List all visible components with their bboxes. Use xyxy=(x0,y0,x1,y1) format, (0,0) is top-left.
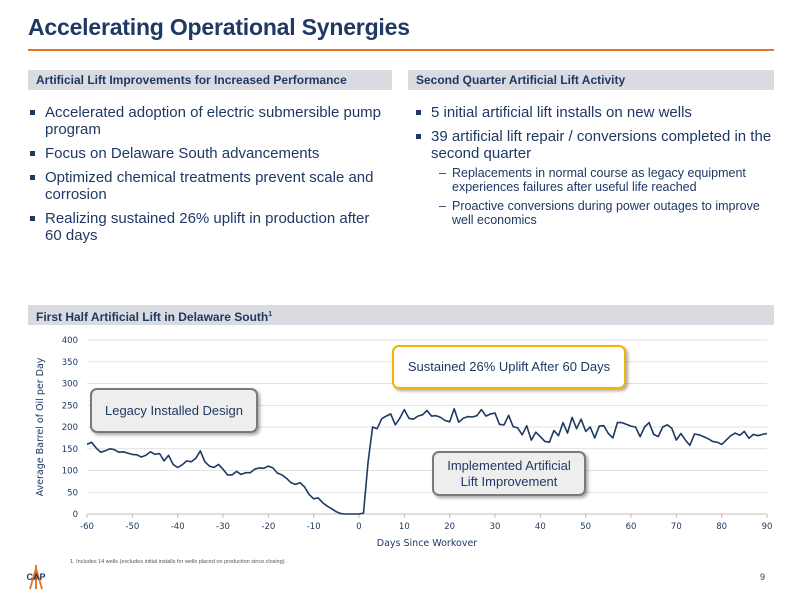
sub-bullet-text: Proactive conversions during power outag… xyxy=(452,199,760,227)
y-tick-label: 300 xyxy=(62,380,78,390)
left-bullet-1: Accelerated adoption of electric submers… xyxy=(28,104,390,138)
sustained-uplift-callout-text: Sustained 26% Uplift After 60 Days xyxy=(407,359,611,374)
footnote: 1. Includes 14 wells (excludes initial i… xyxy=(70,559,287,565)
footnote-marker: 1 xyxy=(268,311,273,318)
y-tick-label: 50 xyxy=(67,488,78,498)
right-bullet-1: 5 initial artificial lift installs on ne… xyxy=(414,104,774,121)
x-tick-labels: -60 -50 -40 -30 -20 -10 0 10 20 30 40 50 60 70 80 90 xyxy=(80,522,772,532)
bullet-text: Optimized chemical treatments prevent sc… xyxy=(45,169,374,203)
bullet-text: Realizing sustained 26% uplift in produc… xyxy=(45,210,370,244)
x-tick-label: -20 xyxy=(261,522,275,532)
y-tick-label: 200 xyxy=(62,423,78,433)
y-tick-labels: 0 50 100 150 200 250 300 350 400 xyxy=(62,336,78,520)
bullet-text: 39 artificial lift repair / conversions … xyxy=(431,128,772,162)
right-bullet-2: 39 artificial lift repair / conversions … xyxy=(414,128,774,227)
implemented-lift-callout-line2: Lift Improvement xyxy=(460,473,558,489)
chart-axes xyxy=(86,513,768,518)
bullet-text: Focus on Delaware South advancements xyxy=(45,145,320,162)
chart-section-header: First Half Artificial Lift in Delaware S… xyxy=(28,305,774,325)
left-bullet-2: Focus on Delaware South advancements xyxy=(28,145,390,162)
right-sub-bullet-list: – Replacements in normal course as legacy… xyxy=(439,166,774,227)
chart-series xyxy=(86,407,768,515)
bullet-square-icon xyxy=(30,216,35,221)
x-tick-label: 90 xyxy=(762,522,773,532)
bullet-square-icon xyxy=(30,151,35,156)
x-tick-label: 20 xyxy=(444,522,455,532)
left-panel-header: Artificial Lift Improvements for Increas… xyxy=(28,70,392,90)
x-tick-label: 60 xyxy=(626,522,637,532)
page-title: Accelerating Operational Synergies xyxy=(28,14,410,40)
dash-marker: – xyxy=(439,166,446,180)
x-tick-label: 10 xyxy=(399,522,410,532)
chart-section-header-text: First Half Artificial Lift in Delaware S… xyxy=(36,310,269,324)
x-tick-label: 80 xyxy=(716,522,727,532)
y-tick-label: 350 xyxy=(62,358,78,368)
y-tick-label: 250 xyxy=(62,401,78,411)
x-tick-label: 0 xyxy=(356,522,361,532)
bullet-square-icon xyxy=(30,175,35,180)
x-tick-label: -40 xyxy=(171,522,185,532)
bullet-square-icon xyxy=(416,134,421,139)
x-tick-label: 30 xyxy=(490,522,501,532)
company-logo: CAP xyxy=(26,565,46,589)
implemented-lift-callout: Implemented Artificial Lift Improvement xyxy=(432,451,586,496)
bullet-text: Accelerated adoption of electric submers… xyxy=(45,104,382,138)
x-tick-label: 70 xyxy=(671,522,682,532)
sustained-uplift-callout: Sustained 26% Uplift After 60 Days xyxy=(392,345,626,389)
x-tick-label: 40 xyxy=(535,522,546,532)
sub-bullet-text: Replacements in normal course as legacy … xyxy=(452,166,746,194)
left-bullet-3: Optimized chemical treatments prevent sc… xyxy=(28,169,390,203)
y-tick-label: 0 xyxy=(73,510,78,520)
right-sub-bullet-2: – Proactive conversions during power outa… xyxy=(439,199,774,227)
dash-marker: – xyxy=(439,199,446,213)
x-tick-label: 50 xyxy=(580,522,591,532)
y-tick-label: 100 xyxy=(62,467,78,477)
legacy-design-callout-text: Legacy Installed Design xyxy=(104,402,244,418)
legacy-design-callout: Legacy Installed Design xyxy=(90,388,258,433)
x-tick-label: -50 xyxy=(125,522,139,532)
bullet-square-icon xyxy=(416,110,421,115)
y-tick-label: 400 xyxy=(62,336,78,346)
left-bullet-list: Accelerated adoption of electric submers… xyxy=(28,104,390,251)
series-line xyxy=(86,407,768,515)
bullet-square-icon xyxy=(30,110,35,115)
right-panel-header: Second Quarter Artificial Lift Activity xyxy=(408,70,774,90)
left-bullet-4: Realizing sustained 26% uplift in produc… xyxy=(28,210,390,244)
implemented-lift-callout-line1: Implemented Artificial xyxy=(447,457,571,473)
right-sub-bullet-1: – Replacements in normal course as legacy… xyxy=(439,166,774,194)
x-tick-label: -30 xyxy=(216,522,230,532)
page-number: 9 xyxy=(760,572,766,582)
x-tick-label: -60 xyxy=(80,522,94,532)
x-axis-label: Days Since Workover xyxy=(377,538,478,549)
x-tick-label: -10 xyxy=(307,522,321,532)
y-tick-label: 150 xyxy=(62,445,78,455)
bullet-text: 5 initial artificial lift installs on ne… xyxy=(431,104,692,121)
logo-lettering: CAP xyxy=(26,572,45,582)
y-axis-label: Average Barrel of Oil per Day xyxy=(35,357,46,496)
title-divider xyxy=(28,49,774,51)
right-bullet-list: 5 initial artificial lift installs on ne… xyxy=(414,104,774,234)
